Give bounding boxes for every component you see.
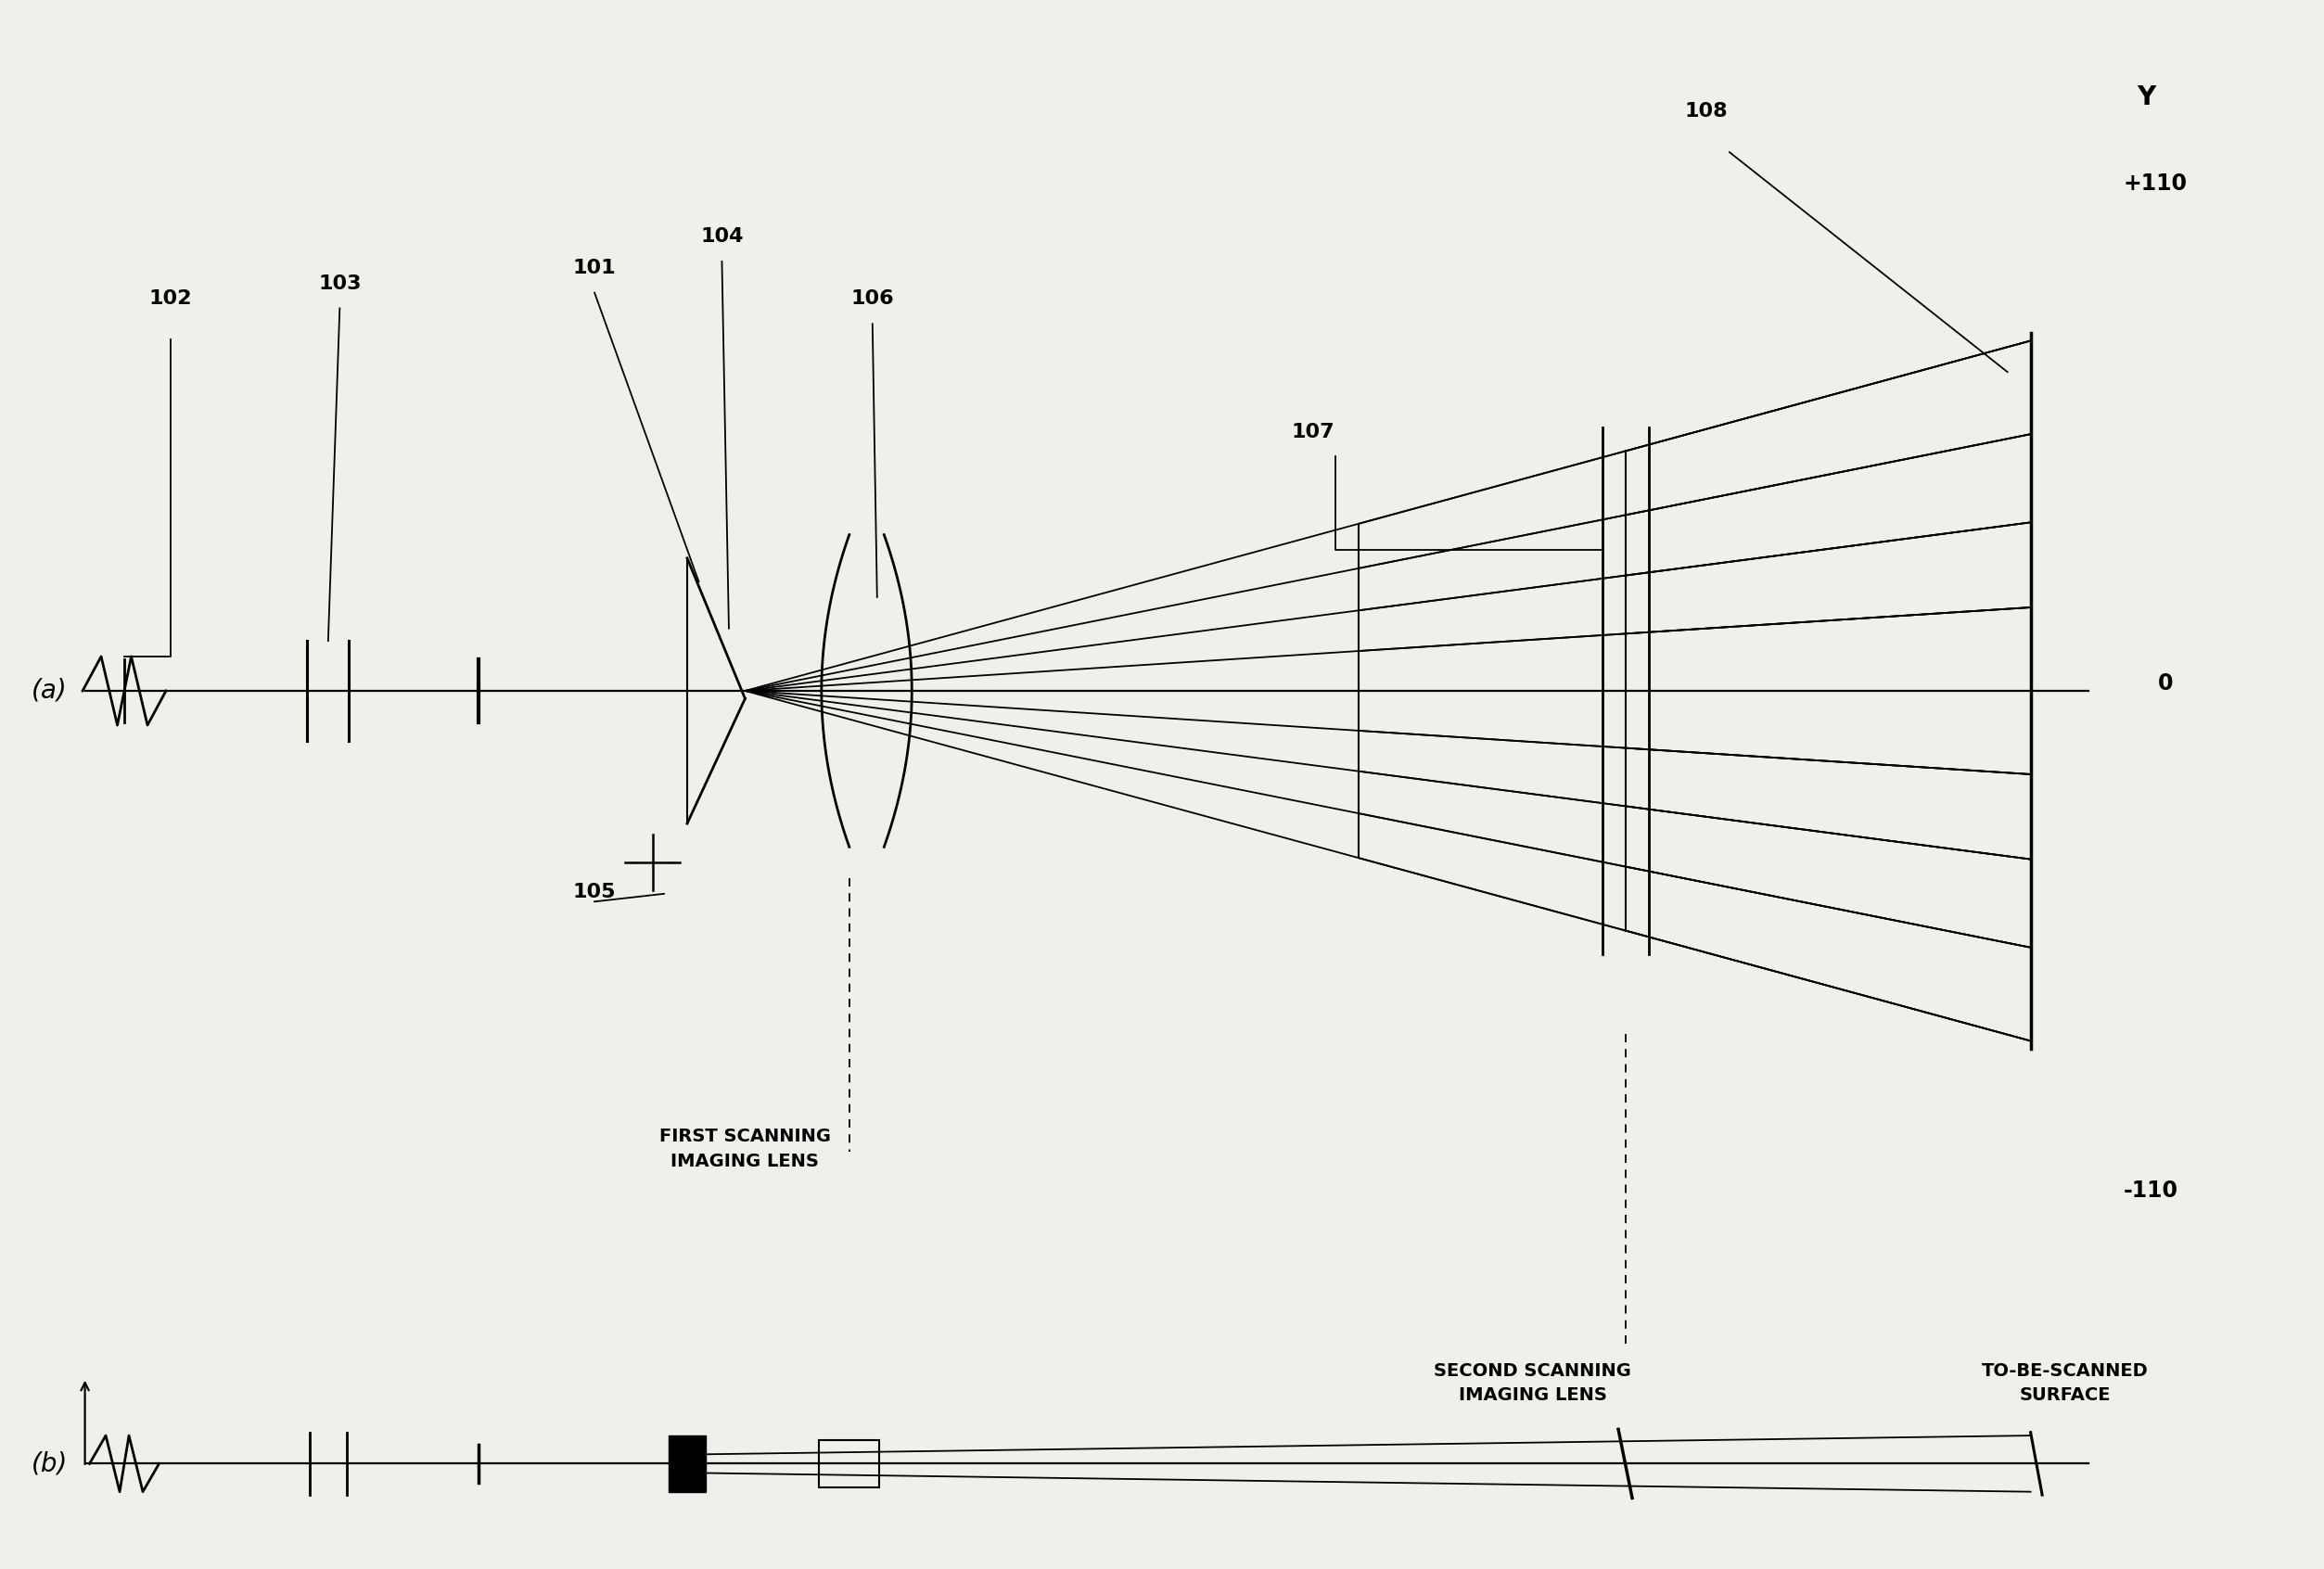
Text: 107: 107 xyxy=(1290,422,1334,441)
Text: (a): (a) xyxy=(33,678,67,704)
Text: 102: 102 xyxy=(149,290,193,309)
Text: 105: 105 xyxy=(574,883,616,902)
Text: 108: 108 xyxy=(1685,102,1729,121)
Bar xyxy=(818,1440,878,1487)
Text: TO-BE-SCANNED
SURFACE: TO-BE-SCANNED SURFACE xyxy=(1982,1362,2150,1404)
Text: +110: +110 xyxy=(2124,173,2187,195)
Text: Y: Y xyxy=(2138,85,2157,110)
Text: 0: 0 xyxy=(2159,672,2173,693)
Text: 106: 106 xyxy=(851,290,895,309)
Text: 101: 101 xyxy=(574,259,616,278)
Text: 104: 104 xyxy=(700,228,744,246)
Text: -110: -110 xyxy=(2124,1180,2178,1202)
Text: SECOND SCANNING
IMAGING LENS: SECOND SCANNING IMAGING LENS xyxy=(1434,1362,1631,1404)
Text: FIRST SCANNING
IMAGING LENS: FIRST SCANNING IMAGING LENS xyxy=(660,1128,832,1170)
Text: (b): (b) xyxy=(33,1451,67,1476)
Bar xyxy=(669,1436,706,1492)
Text: 103: 103 xyxy=(318,275,360,293)
